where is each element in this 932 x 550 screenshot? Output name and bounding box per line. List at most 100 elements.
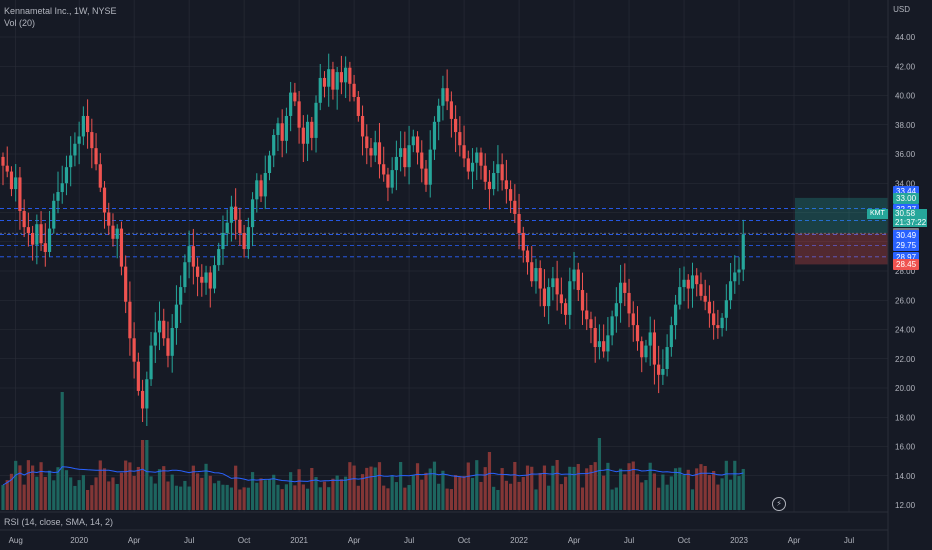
candle-body [534, 268, 538, 282]
candle-body [618, 282, 623, 304]
volume-bar [348, 462, 352, 510]
volume-bar [420, 479, 424, 510]
x-tick-label: Jul [184, 536, 194, 545]
candle-body [289, 92, 293, 116]
volume-bar [119, 472, 124, 510]
volume-bar [585, 468, 589, 510]
candle-body [437, 105, 441, 122]
candle-body [246, 227, 250, 250]
volume-bar [128, 462, 132, 510]
candle-body [187, 246, 191, 263]
candle-body [157, 320, 162, 333]
volume-bar [229, 487, 234, 510]
x-tick-label: Jul [624, 536, 634, 545]
volume-bar [356, 485, 360, 510]
volume-bar [580, 487, 585, 510]
candle-body [428, 149, 432, 185]
candle-body [217, 249, 221, 266]
volume-bar [606, 462, 610, 510]
volume-bar [500, 468, 504, 510]
volume-bar [513, 461, 517, 510]
candle-body [140, 390, 145, 409]
volume-bar [597, 438, 602, 510]
candle-body [263, 173, 267, 197]
volume-bar [77, 480, 81, 510]
volume-bar [107, 481, 111, 510]
candle-body [513, 200, 517, 214]
volume-bar [678, 467, 682, 510]
volume-bar [191, 465, 195, 510]
candle-body [344, 67, 348, 83]
volume-bar [318, 487, 322, 510]
candle-body [52, 200, 56, 229]
volume-bar [627, 463, 631, 510]
candle-body [64, 167, 69, 184]
volume-bar [90, 485, 94, 510]
price-level-badge: 33.44 [893, 186, 920, 198]
candle-body [373, 142, 377, 156]
candle-body [297, 101, 301, 128]
symbol-title[interactable]: Kennametal Inc., 1W, NYSE [4, 6, 117, 16]
volume-bar [593, 462, 597, 510]
candle-body [39, 224, 43, 244]
candle-body [517, 213, 521, 233]
volume-bar [166, 481, 170, 510]
candle-body [606, 335, 610, 352]
candle-body [403, 148, 407, 168]
candle-body [542, 288, 547, 307]
candle-body [221, 232, 225, 250]
candle-body [432, 121, 437, 150]
volume-bar [669, 476, 673, 510]
volume-bar [344, 476, 348, 510]
candle-body [728, 281, 733, 301]
long-position-tool [795, 197, 888, 265]
candle-body [585, 310, 589, 320]
volume-bar [496, 489, 500, 510]
candle-body [166, 338, 170, 356]
candle-body [631, 313, 635, 326]
volume-bar [187, 486, 191, 510]
volume-bar [242, 487, 246, 510]
x-tick-label: 2020 [70, 536, 88, 545]
candle-body [415, 136, 420, 153]
candle-body [183, 262, 187, 288]
volume-bar [525, 465, 530, 510]
candle-body [538, 268, 542, 289]
candle-body [69, 155, 73, 168]
volume-bar [98, 460, 102, 510]
volume-bar [424, 472, 428, 510]
y-tick-label: 38.00 [895, 121, 916, 130]
candle-body [238, 219, 242, 233]
volume-bar [551, 465, 555, 510]
candle-body [18, 177, 22, 212]
candle-body [712, 313, 716, 326]
volume-bar [157, 469, 162, 510]
candle-body [733, 272, 737, 282]
rsi-indicator-label[interactable]: RSI (14, close, SMA, 14, 2) [4, 517, 114, 527]
lightning-icon[interactable]: ⚡ [772, 497, 786, 511]
volume-bar [26, 460, 30, 510]
volume-indicator-label[interactable]: Vol (20) [4, 18, 36, 28]
volume-bar [394, 482, 398, 510]
volume-bar [297, 469, 301, 510]
candle-body [496, 164, 500, 174]
volume-bar [695, 468, 699, 510]
volume-bar [208, 475, 212, 510]
y-tick-label: 26.00 [895, 296, 916, 305]
candle-body [255, 180, 259, 200]
x-tick-label: 2021 [290, 536, 308, 545]
candle-body [284, 115, 289, 141]
ticker-badge: KMT [867, 209, 888, 219]
candle-body [47, 228, 52, 252]
price-level-badge: 30.49 [893, 229, 920, 241]
volume-bar [238, 489, 242, 510]
volume-bar [246, 487, 250, 510]
candle-body [424, 168, 428, 185]
candle-body [614, 303, 618, 317]
volume-bar [102, 468, 107, 510]
candle-body [81, 115, 85, 137]
volume-bar [305, 488, 310, 510]
candle-body [162, 320, 166, 339]
volume-bar [360, 474, 365, 510]
